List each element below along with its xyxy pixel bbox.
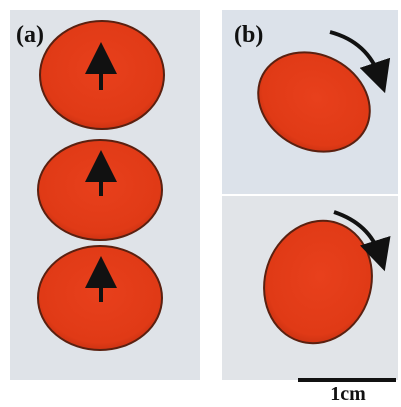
panel-label: (b) bbox=[234, 22, 263, 48]
panel-label: (a) bbox=[16, 22, 44, 48]
droplets-a bbox=[38, 21, 164, 350]
figure: (a) (b) 1cm bbox=[0, 0, 401, 407]
scale-bar-label: 1cm bbox=[330, 383, 366, 405]
